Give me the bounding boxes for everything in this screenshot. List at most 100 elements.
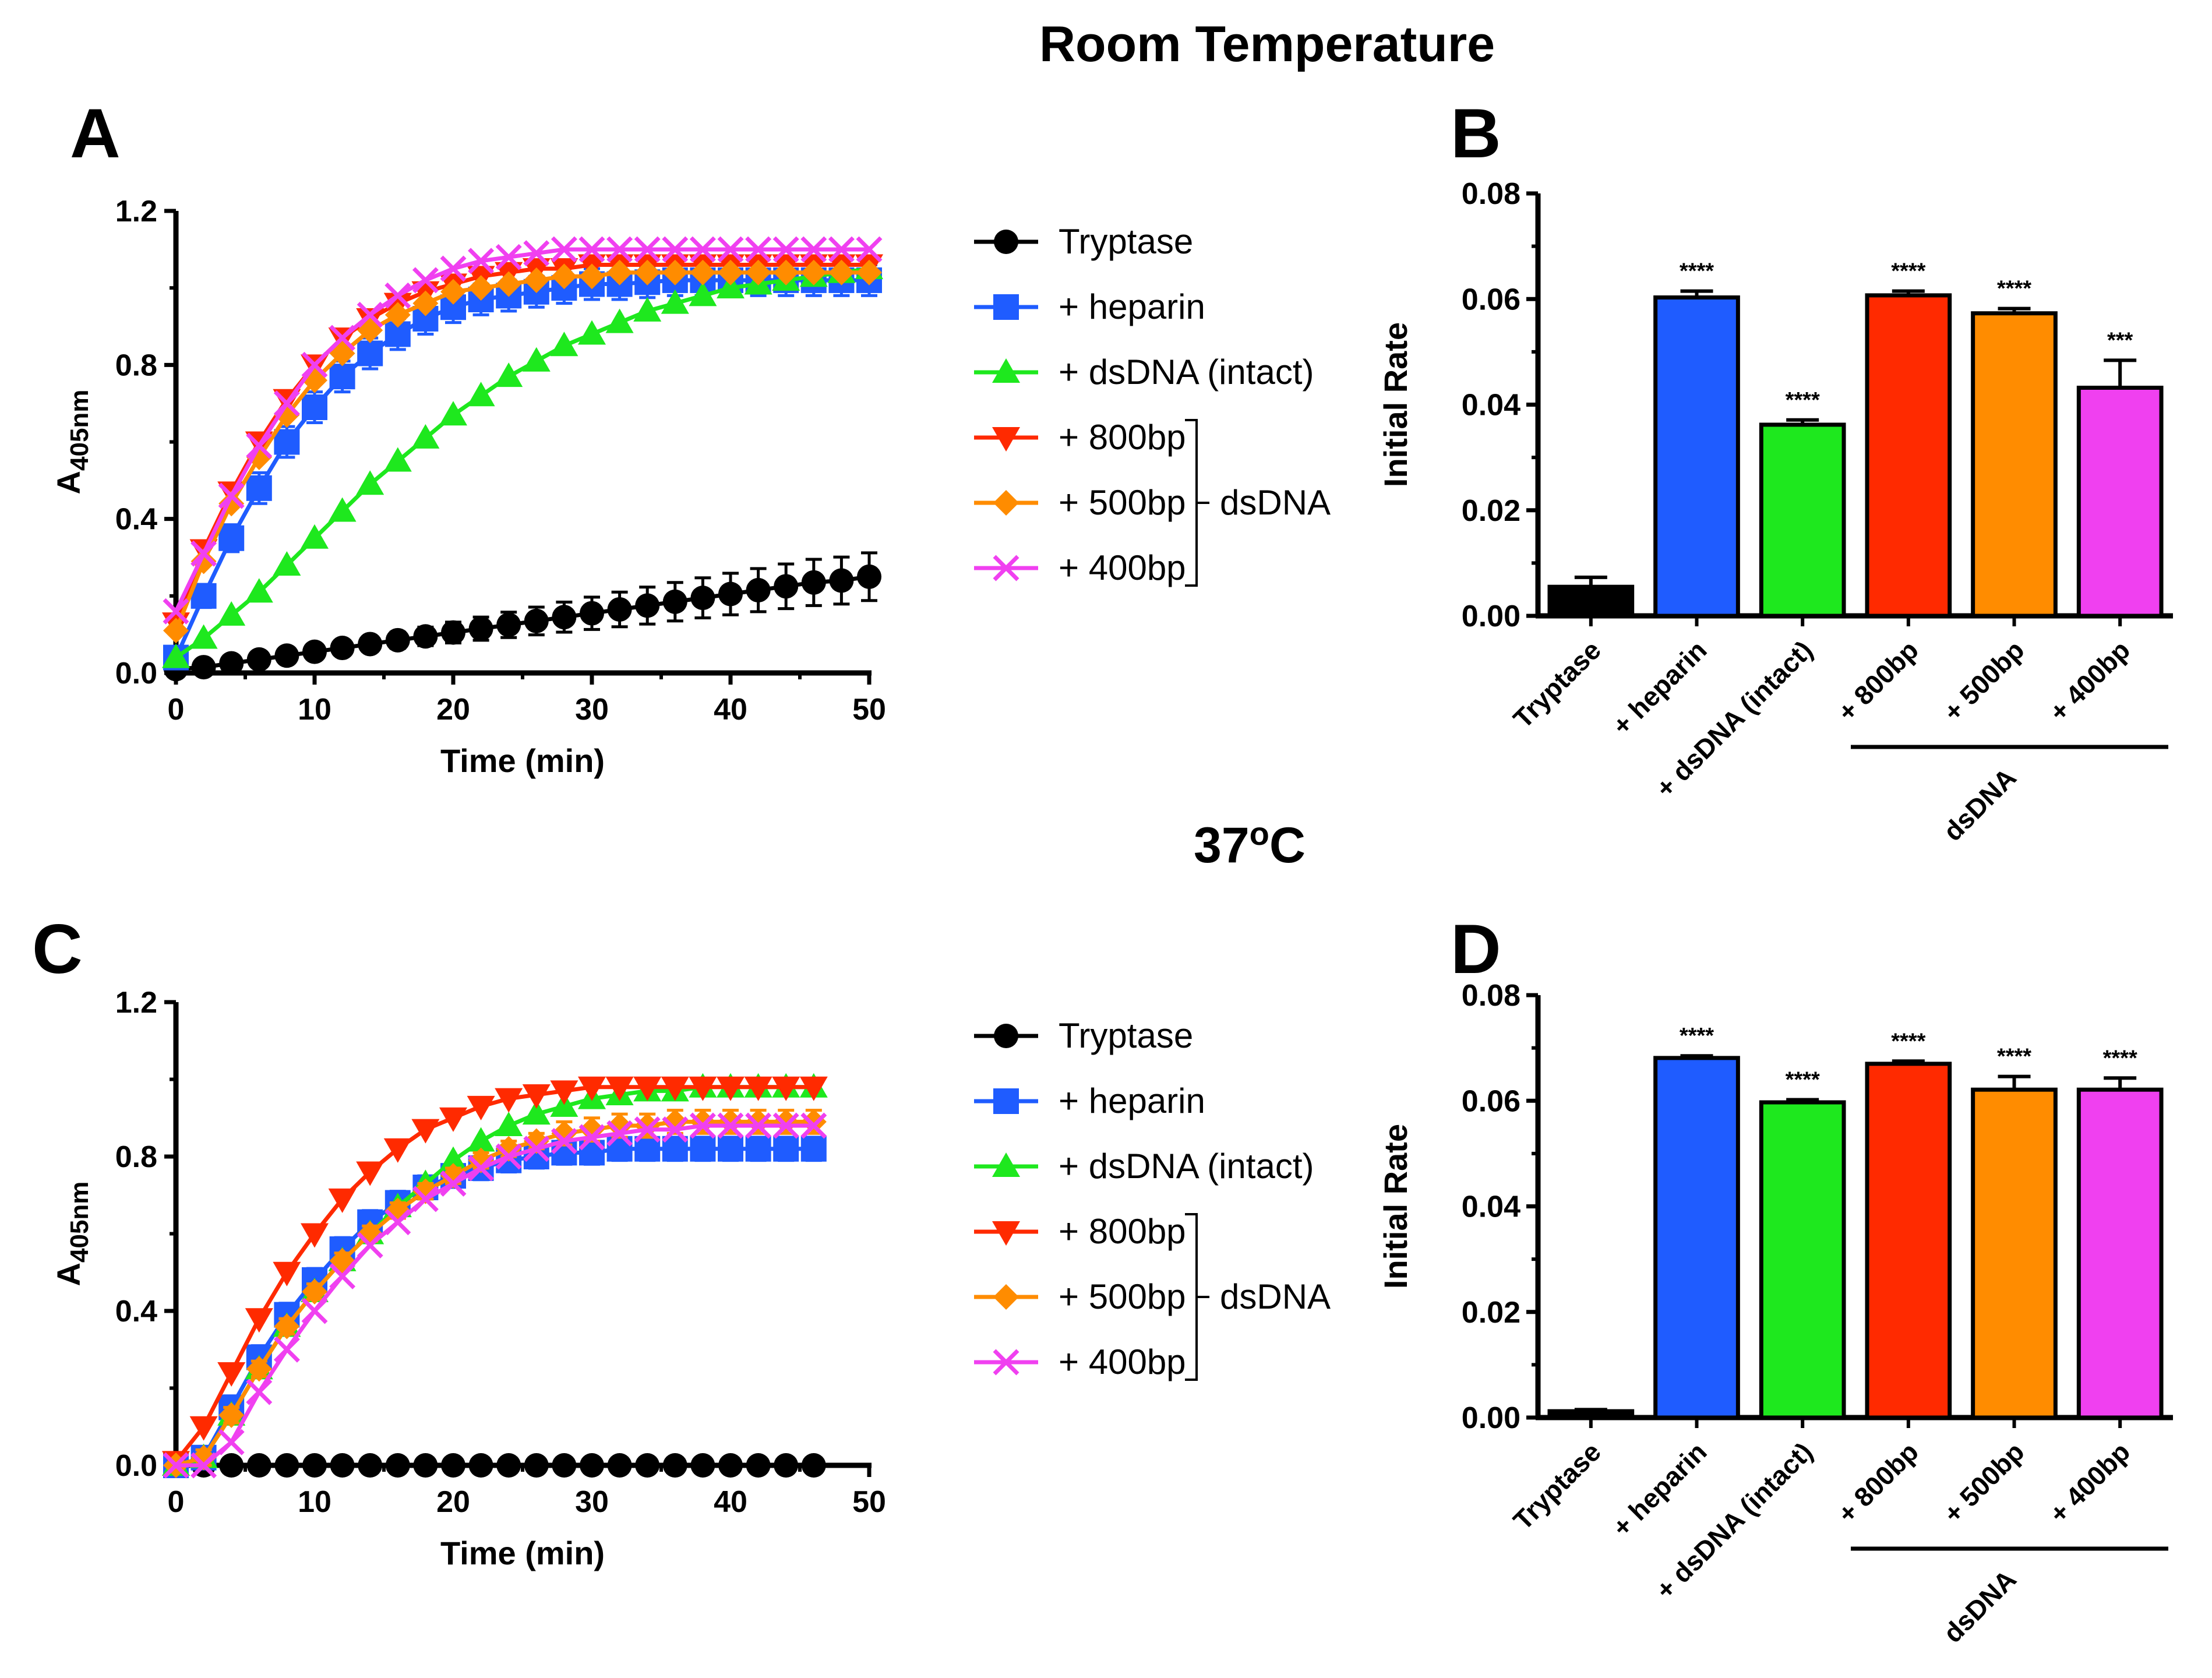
data-point-bp400 bbox=[606, 236, 633, 263]
data-point-dsdna_intact bbox=[467, 1127, 495, 1152]
data-point-dsdna_intact bbox=[495, 362, 523, 387]
data-point-tryptase bbox=[746, 577, 771, 602]
room-temperature-title: Room Temperature bbox=[1039, 16, 1495, 72]
bar-bp500 bbox=[1971, 311, 2058, 618]
data-point-bp500 bbox=[246, 1356, 272, 1382]
data-point-heparin bbox=[690, 1136, 716, 1162]
legend-label-heparin: + heparin bbox=[1059, 1081, 1205, 1120]
data-point-bp400 bbox=[357, 1232, 383, 1258]
data-point-heparin bbox=[745, 1136, 771, 1162]
data-point-bp400 bbox=[689, 236, 716, 263]
series-bp400 bbox=[163, 236, 883, 625]
data-point-bp400 bbox=[662, 1116, 689, 1143]
data-point-tryptase bbox=[801, 570, 826, 595]
y-tick-label: 0.08 bbox=[1462, 177, 1520, 211]
data-point-bp400 bbox=[412, 1186, 439, 1212]
data-point-bp500 bbox=[745, 1109, 771, 1135]
data-point-bp800 bbox=[383, 1138, 412, 1163]
y-axis-label: Initial Rate bbox=[1377, 1124, 1414, 1289]
data-point-bp500 bbox=[690, 1109, 716, 1135]
x-tick-label: 40 bbox=[714, 1485, 747, 1519]
data-point-dsdna_intact bbox=[356, 470, 384, 495]
data-point-tryptase bbox=[219, 651, 244, 676]
data-point-bp500 bbox=[412, 290, 439, 316]
legend-marker-dsdna_intact bbox=[992, 358, 1020, 383]
data-point-bp500 bbox=[773, 259, 799, 285]
significance-label: **** bbox=[1891, 259, 1925, 284]
y-tick-label: 0.04 bbox=[1462, 389, 1520, 422]
panel-label-c: C bbox=[32, 910, 83, 988]
y-tick-label: 0.8 bbox=[115, 348, 157, 382]
data-point-tryptase bbox=[441, 1453, 465, 1478]
data-point-tryptase bbox=[413, 624, 438, 649]
legend-marker-bp400 bbox=[993, 1349, 1019, 1376]
dsdna-group-label: dsDNA bbox=[1938, 1564, 2022, 1648]
data-point-tryptase bbox=[302, 1453, 327, 1478]
data-point-bp500 bbox=[634, 259, 661, 285]
bar-bp400 bbox=[2076, 1087, 2164, 1420]
x-axis-label: Time (min) bbox=[440, 742, 605, 779]
data-point-bp500 bbox=[551, 263, 577, 290]
data-point-bp500 bbox=[634, 1113, 661, 1138]
data-point-bp500 bbox=[384, 302, 411, 328]
data-point-dsdna_intact bbox=[661, 289, 689, 314]
data-point-tryptase bbox=[385, 628, 410, 653]
data-point-bp400 bbox=[634, 236, 661, 263]
data-point-bp400 bbox=[772, 1112, 799, 1139]
data-point-bp500 bbox=[440, 279, 466, 305]
data-point-bp400 bbox=[440, 1170, 467, 1197]
data-point-bp400 bbox=[190, 540, 217, 567]
data-point-bp500 bbox=[718, 259, 743, 285]
y-tick-label: 0.0 bbox=[115, 657, 157, 690]
data-point-dsdna_intact bbox=[717, 274, 745, 299]
significance-label: **** bbox=[1680, 259, 1714, 284]
data-point-bp500 bbox=[496, 271, 522, 297]
data-point-bp800 bbox=[633, 1076, 662, 1101]
data-point-bp800 bbox=[522, 1084, 551, 1109]
legend-marker-bp500 bbox=[993, 1284, 1019, 1310]
x-tick-label: 0 bbox=[168, 693, 185, 727]
data-point-tryptase bbox=[413, 1453, 438, 1478]
data-point-dsdna_intact bbox=[578, 320, 606, 345]
y-tick-label: 1.2 bbox=[115, 986, 157, 1020]
data-point-tryptase bbox=[441, 620, 465, 645]
significance-label: **** bbox=[1997, 277, 2031, 301]
data-point-heparin bbox=[274, 429, 300, 455]
data-point-tryptase bbox=[690, 1453, 715, 1478]
data-point-heparin bbox=[357, 340, 383, 366]
data-point-tryptase bbox=[746, 1453, 771, 1478]
panel-a-legend: Tryptase + heparin + dsDNA (intact) + 800bp… bbox=[974, 222, 1331, 587]
data-point-tryptase bbox=[274, 1453, 299, 1478]
bar-bp800 bbox=[1865, 293, 1952, 618]
y-axis-label: A405nm bbox=[50, 1182, 94, 1286]
x-tick-label: 0 bbox=[168, 1485, 185, 1519]
data-point-dsdna_intact bbox=[467, 382, 495, 407]
series-bp500 bbox=[163, 259, 882, 644]
data-point-dsdna_intact bbox=[689, 281, 717, 306]
y-tick-label: 0.02 bbox=[1462, 1296, 1520, 1330]
data-point-bp400 bbox=[551, 236, 577, 263]
legend-label-dsdna_intact: + dsDNA (intact) bbox=[1059, 352, 1314, 392]
x-tick-label: 50 bbox=[852, 693, 886, 727]
legend-marker-dsdna_intact bbox=[992, 1152, 1020, 1177]
legend-bracket bbox=[1185, 419, 1198, 587]
data-point-dsdna_intact bbox=[550, 332, 578, 357]
data-point-bp500 bbox=[468, 275, 494, 301]
legend-marker-heparin bbox=[993, 294, 1019, 320]
data-point-bp400 bbox=[357, 301, 383, 328]
panel-d-bar-chart: 0.00 0.02 0.04 0.06 0.08 Initial Rate Tryptase… bbox=[1377, 979, 2173, 1648]
data-point-dsdna_intact bbox=[495, 1112, 523, 1136]
legend-marker-bp400 bbox=[993, 555, 1019, 581]
legend-group-label: dsDNA bbox=[1220, 483, 1331, 522]
data-point-dsdna_intact bbox=[605, 308, 634, 333]
data-point-bp400 bbox=[329, 325, 356, 351]
data-point-tryptase bbox=[524, 608, 549, 633]
data-point-heparin bbox=[329, 364, 355, 390]
data-point-tryptase bbox=[829, 568, 854, 593]
data-point-dsdna_intact bbox=[439, 401, 467, 426]
data-point-bp400 bbox=[717, 1112, 744, 1139]
legend-marker-bp500 bbox=[993, 490, 1019, 516]
series-bp400 bbox=[163, 1112, 827, 1479]
data-point-bp800 bbox=[550, 1080, 578, 1105]
data-point-tryptase bbox=[580, 601, 604, 626]
